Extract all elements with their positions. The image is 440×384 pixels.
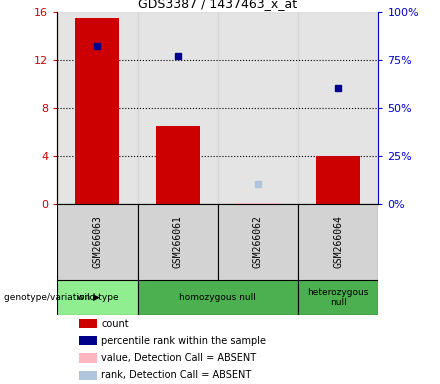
Text: value, Detection Call = ABSENT: value, Detection Call = ABSENT bbox=[101, 353, 257, 363]
Text: homozygous null: homozygous null bbox=[180, 293, 256, 302]
Bar bbox=[218, 204, 298, 280]
Text: rank, Detection Call = ABSENT: rank, Detection Call = ABSENT bbox=[101, 370, 251, 381]
Text: GSM266062: GSM266062 bbox=[253, 215, 263, 268]
Bar bbox=[138, 12, 218, 204]
Text: count: count bbox=[101, 318, 129, 329]
Bar bbox=[236, 203, 280, 204]
Text: percentile rank within the sample: percentile rank within the sample bbox=[101, 336, 266, 346]
Text: wild type: wild type bbox=[77, 293, 118, 302]
Bar bbox=[298, 12, 378, 204]
Text: GSM266064: GSM266064 bbox=[333, 215, 343, 268]
Bar bbox=[138, 280, 298, 315]
Bar bbox=[298, 204, 378, 280]
Bar bbox=[57, 12, 138, 204]
Bar bbox=[57, 204, 138, 280]
Bar bbox=[75, 18, 119, 204]
Bar bbox=[138, 204, 218, 280]
Title: GDS3387 / 1437463_x_at: GDS3387 / 1437463_x_at bbox=[138, 0, 297, 10]
Bar bbox=[298, 280, 378, 315]
Bar bbox=[57, 280, 138, 315]
Text: genotype/variation ▶: genotype/variation ▶ bbox=[4, 293, 100, 302]
Bar bbox=[156, 126, 200, 204]
Text: GSM266063: GSM266063 bbox=[92, 215, 103, 268]
Text: GSM266061: GSM266061 bbox=[172, 215, 183, 268]
Bar bbox=[218, 12, 298, 204]
Text: heterozygous
null: heterozygous null bbox=[308, 288, 369, 307]
Bar bbox=[316, 156, 360, 204]
